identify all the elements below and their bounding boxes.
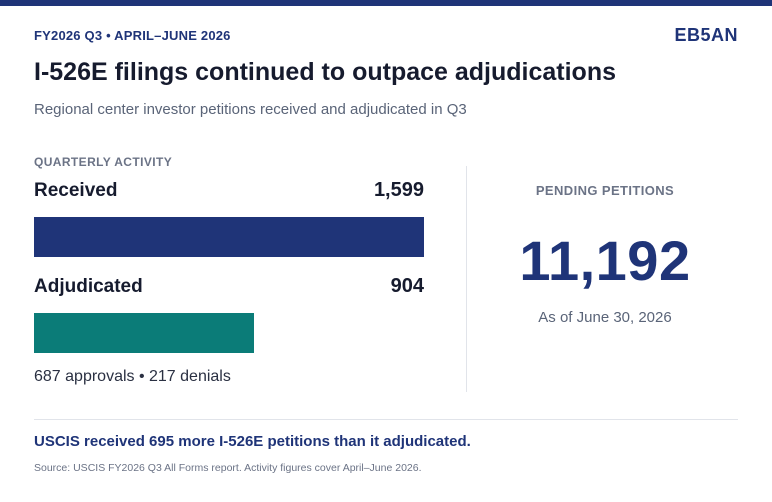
bar-value-adjudicated: 904 xyxy=(390,275,424,297)
headline-subtitle: Regional center investor petitions recei… xyxy=(34,101,467,118)
bar-label-received: Received xyxy=(34,180,118,201)
headline-title: I-526E filings continued to outpace adju… xyxy=(34,58,617,86)
pending-petitions-label: PENDING PETITIONS xyxy=(535,183,675,198)
top-accent-bar xyxy=(0,0,772,6)
bar-value-received: 1,599 xyxy=(373,179,424,201)
report-period: FY2026 Q3 • APRIL–JUNE 2026 xyxy=(34,28,231,43)
bar-label-adjudicated: Adjudicated xyxy=(34,276,143,297)
bar-received xyxy=(34,217,424,257)
adjudication-breakdown: 687 approvals • 217 denials xyxy=(34,368,231,385)
pending-petitions-value: 11,192 xyxy=(519,229,691,292)
source-note: Source: USCIS FY2026 Q3 All Forms report… xyxy=(34,462,422,474)
quarterly-activity-label: QUARTERLY ACTIVITY xyxy=(34,155,173,169)
horizontal-divider xyxy=(34,419,738,420)
brand-logo-text: EB5AN xyxy=(674,25,738,45)
pending-as-of-date: As of June 30, 2026 xyxy=(538,309,672,326)
vertical-divider xyxy=(466,166,467,392)
key-takeaway: USCIS received 695 more I-526E petitions… xyxy=(34,433,471,450)
bar-adjudicated xyxy=(34,313,254,353)
